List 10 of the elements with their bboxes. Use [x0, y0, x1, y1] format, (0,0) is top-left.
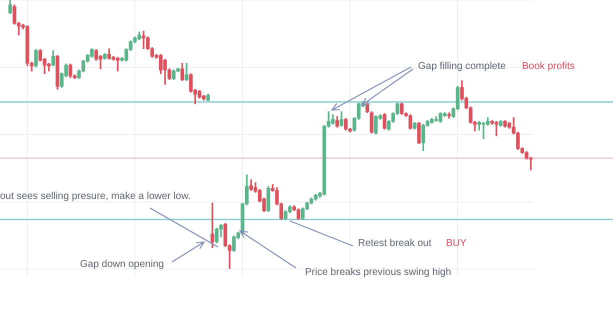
candlestick	[142, 30, 146, 50]
annotation: BUY	[446, 238, 467, 250]
annotation: Price breaks previous swing high	[305, 267, 452, 279]
annotation: Gap down opening	[80, 259, 164, 271]
annotation: Book profits	[522, 61, 575, 73]
annotation: Gap filling complete	[418, 61, 506, 73]
annotation: Retest break out	[358, 238, 432, 250]
candlestick	[494, 120, 498, 136]
candlestick	[482, 122, 486, 140]
annotation: out sees selling presure, make a lower low.	[0, 191, 191, 203]
